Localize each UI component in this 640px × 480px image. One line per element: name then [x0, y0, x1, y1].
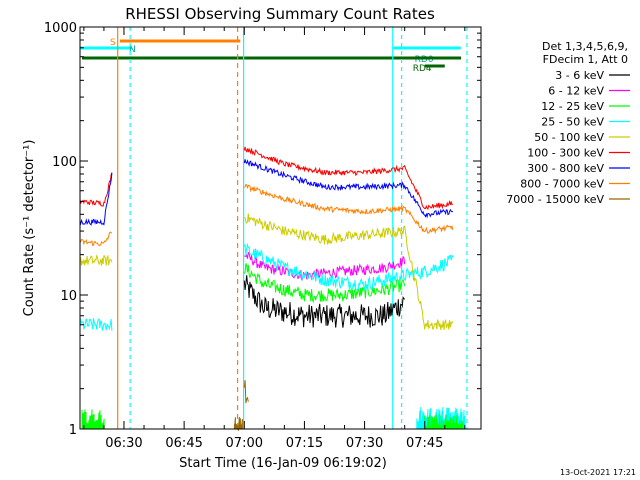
legend-entry-label: 50 - 100 keV: [534, 131, 604, 144]
series-layer: [79, 146, 466, 432]
timestamp: 13-Oct-2021 17:21: [560, 468, 636, 477]
legend-entry-label: 6 - 12 keV: [548, 85, 604, 98]
flag-label-s: S: [110, 38, 116, 48]
y-axis-label: Count Rate (s⁻¹ detector⁻¹): [22, 140, 37, 317]
series-line-7: [79, 231, 113, 247]
chart-title: RHESSI Observing Summary Count Rates: [125, 5, 435, 23]
series-line-3: [79, 318, 113, 331]
series-line-5: [243, 146, 453, 211]
series-line-8: [243, 380, 249, 404]
legend: Det 1,3,4,5,6,9,FDecim 1, Att 0 3 - 6 keV…: [506, 40, 630, 206]
series-line-4: [79, 254, 113, 266]
series-line-6: [243, 159, 454, 219]
low-count-trace: [81, 409, 105, 430]
flag-label-n: N: [129, 45, 136, 55]
x-tick-label: 06:45: [165, 436, 202, 451]
y-tick-label: 100: [52, 155, 77, 170]
x-tick-label: 06:30: [105, 436, 142, 451]
y-tick-label: 1000: [44, 21, 77, 36]
legend-entry-label: 12 - 25 keV: [541, 100, 604, 113]
legend-entry-label: 300 - 800 keV: [527, 162, 604, 175]
x-tick-label: 07:30: [346, 436, 383, 451]
legend-entry-label: 7000 - 15000 keV: [506, 193, 604, 206]
legend-header: Det 1,3,4,5,6,9,: [542, 40, 628, 53]
series-line-2: [243, 263, 406, 304]
low-count-trace: [233, 417, 243, 432]
legend-entry-label: 100 - 300 keV: [527, 147, 604, 160]
x-tick-label: 07:00: [226, 436, 263, 451]
series-line-3: [243, 242, 454, 291]
flag-label-rd0: RD0: [415, 55, 434, 65]
x-tick-label: 07:15: [286, 436, 323, 451]
x-axis-label: Start Time (16-Jan-09 06:19:02): [179, 456, 387, 471]
legend-entry-label: 3 - 6 keV: [555, 69, 604, 82]
series-line-7: [244, 183, 454, 235]
legend-entry-label: 800 - 7000 keV: [520, 178, 604, 191]
y-tick-label: 1: [69, 423, 77, 438]
series-line-1: [244, 251, 406, 282]
x-tick-label: 07:45: [406, 436, 443, 451]
legend-entry-label: 25 - 50 keV: [541, 116, 604, 129]
plot-frame: [79, 26, 482, 430]
flag-label-rd4: RD4: [413, 64, 432, 74]
series-line-6: [79, 173, 113, 226]
series-line-5: [79, 172, 113, 207]
axes-layer: 1 10 100 1000 06:30 06:45 07:00 07:15 07:30 07:45: [44, 21, 481, 451]
legend-header: FDecim 1, Att 0: [543, 53, 628, 66]
y-tick-label: 10: [60, 289, 77, 304]
series-line-4: [244, 213, 454, 331]
series-line-0: [243, 275, 405, 328]
